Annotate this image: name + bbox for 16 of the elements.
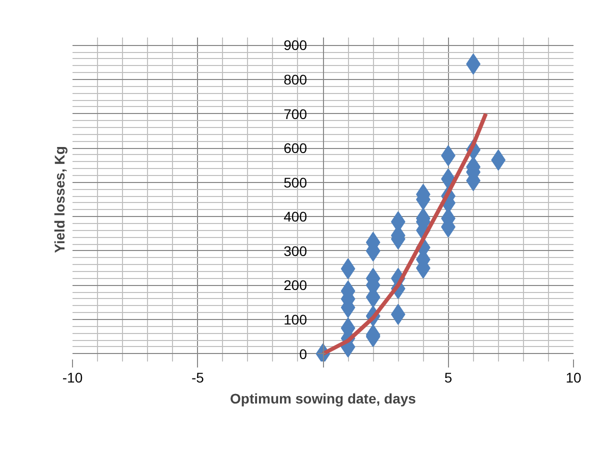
y-tick-label: 300	[284, 242, 308, 259]
y-tick-label: 500	[284, 174, 308, 190]
y-tick-label: 600	[284, 140, 308, 156]
y-tick-label: 400	[284, 208, 308, 225]
y-tick-label: 800	[284, 72, 308, 88]
x-tick-label: -10	[62, 370, 83, 386]
y-axis-title: Yield losses, Kg	[52, 146, 68, 253]
y-tick-label: 100	[284, 312, 308, 328]
x-tick-label: 10	[566, 370, 582, 386]
x-tick-label: -5	[192, 370, 204, 386]
y-tick-label: 200	[284, 277, 308, 294]
y-tick-label: 0	[299, 346, 308, 362]
y-tick-label: 900	[284, 37, 308, 54]
y-tick-label: 700	[284, 106, 308, 122]
x-axis-title: Optimum sowing date, days	[230, 390, 416, 406]
x-tick-label: 5	[444, 370, 452, 386]
